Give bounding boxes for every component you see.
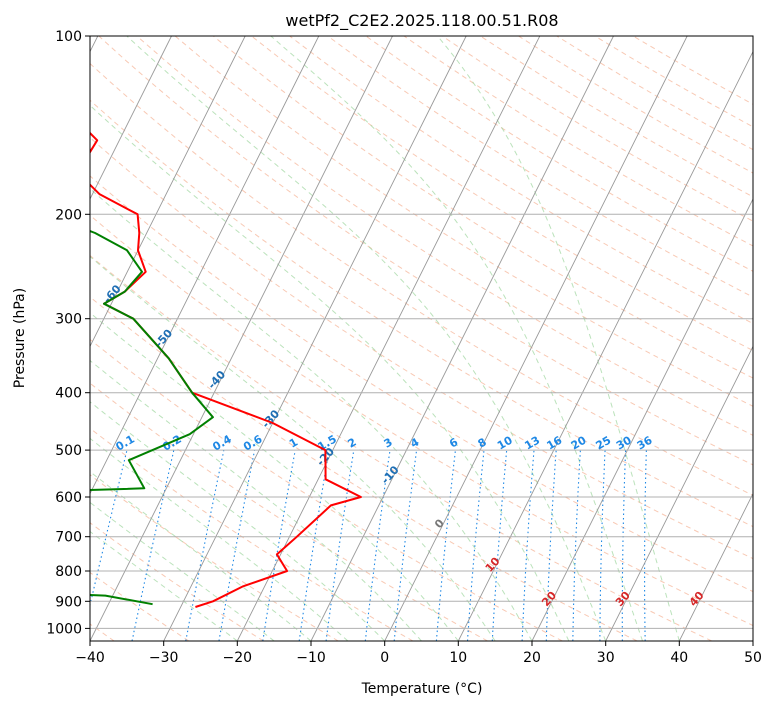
isobars <box>90 36 753 629</box>
y-tick-label: 1000 <box>46 621 82 637</box>
isotherm-line <box>310 36 614 641</box>
moist-adiabat-line <box>90 255 496 641</box>
dry-adiabat-line <box>251 36 753 352</box>
isotherm-line <box>90 36 393 641</box>
dry-adiabat-line <box>90 254 712 641</box>
mixing-ratio-line <box>521 450 535 641</box>
isotherm-line <box>384 36 688 641</box>
mixing-ratio-line <box>435 450 456 641</box>
x-tick-label: −20 <box>223 650 253 666</box>
dry-adiabat-line <box>174 36 753 407</box>
sounding-series <box>90 131 362 608</box>
mixing-ratio-line <box>298 450 330 641</box>
dry-adiabat-line <box>90 214 753 627</box>
mixing-ratio-line <box>364 450 391 641</box>
y-axis-label: Pressure (hPa) <box>12 288 28 388</box>
moist-adiabat-line <box>90 359 422 641</box>
moist-adiabat-line <box>270 36 643 641</box>
dry-adiabat-line <box>90 474 339 641</box>
x-tick-label: 30 <box>597 650 615 666</box>
isotherm-line <box>457 50 753 641</box>
x-tick-label: −40 <box>75 650 105 666</box>
dry-adiabat-line <box>90 338 563 641</box>
dry-adiabat-line <box>90 99 753 528</box>
moist-adiabat-line <box>90 188 533 641</box>
x-tick-label: −10 <box>296 650 326 666</box>
sounding-line <box>90 230 214 606</box>
isotherm-line <box>678 492 753 641</box>
moist-adiabat-line <box>90 104 570 641</box>
moist-adiabat-line <box>126 36 607 641</box>
dry-adiabat-line <box>90 62 753 496</box>
x-tick-label: 50 <box>744 650 762 666</box>
mixing-ratio-line <box>599 450 606 641</box>
dry-adiabat-line <box>90 382 488 641</box>
isotherm-line <box>90 36 320 495</box>
x-tick-label: −30 <box>149 650 179 666</box>
y-tick-label: 300 <box>55 312 82 328</box>
mixing-ratio-line <box>644 450 647 641</box>
mixing-ratio-line <box>621 450 627 641</box>
dry-adiabat-line <box>90 296 638 641</box>
dry-adiabat-line <box>289 36 753 325</box>
isotherm-line <box>163 36 467 641</box>
mixing-ratio-line <box>545 450 557 641</box>
mixing-ratio-line <box>185 449 225 641</box>
mixing-ratio-line <box>572 450 581 641</box>
dry-adiabat-line <box>136 36 753 436</box>
x-tick-label: 10 <box>449 650 467 666</box>
y-tick-label: 700 <box>55 530 82 546</box>
dry-adiabat-line <box>90 175 753 593</box>
plot-frame <box>89 35 754 642</box>
plot-area <box>90 36 753 641</box>
moist-adiabat-line <box>90 437 349 641</box>
isotherm-line <box>90 36 172 201</box>
moist-adiabat-line <box>90 312 459 641</box>
mixing-ratio-lines <box>90 449 647 641</box>
y-tick-label: 200 <box>55 207 82 223</box>
axes: −40 −30 −20 −10 0 10 20 30 40 50 100 200 300 400 500 60… <box>46 29 762 666</box>
y-tick-label: 800 <box>55 564 82 580</box>
y-tick-label: 100 <box>55 29 82 45</box>
mixing-ratio-line <box>491 450 508 641</box>
y-tick-label: 900 <box>55 594 82 610</box>
x-tick-label: 0 <box>380 650 389 666</box>
x-tick-label: 20 <box>523 650 541 666</box>
y-tick-label: 400 <box>55 386 82 402</box>
isotherm-line <box>236 36 541 641</box>
mixing-ratio-line <box>218 449 256 641</box>
isotherm-line <box>531 197 753 641</box>
y-tick-label: 600 <box>55 490 82 506</box>
x-tick-label: 40 <box>670 650 688 666</box>
mixing-ratio-line <box>466 450 485 641</box>
mixing-ratio-line <box>325 450 355 641</box>
dry-adiabat-line <box>212 36 753 379</box>
mixing-ratio-line <box>262 449 296 641</box>
isotherm-line <box>605 345 753 641</box>
isotherms <box>90 36 753 641</box>
y-tick-label: 500 <box>55 443 82 459</box>
isotherm-line <box>90 36 246 348</box>
chart-title: wetPf2_C2E2.2025.118.00.51.R08 <box>285 11 558 31</box>
x-axis-label: Temperature (°C) <box>361 681 483 697</box>
